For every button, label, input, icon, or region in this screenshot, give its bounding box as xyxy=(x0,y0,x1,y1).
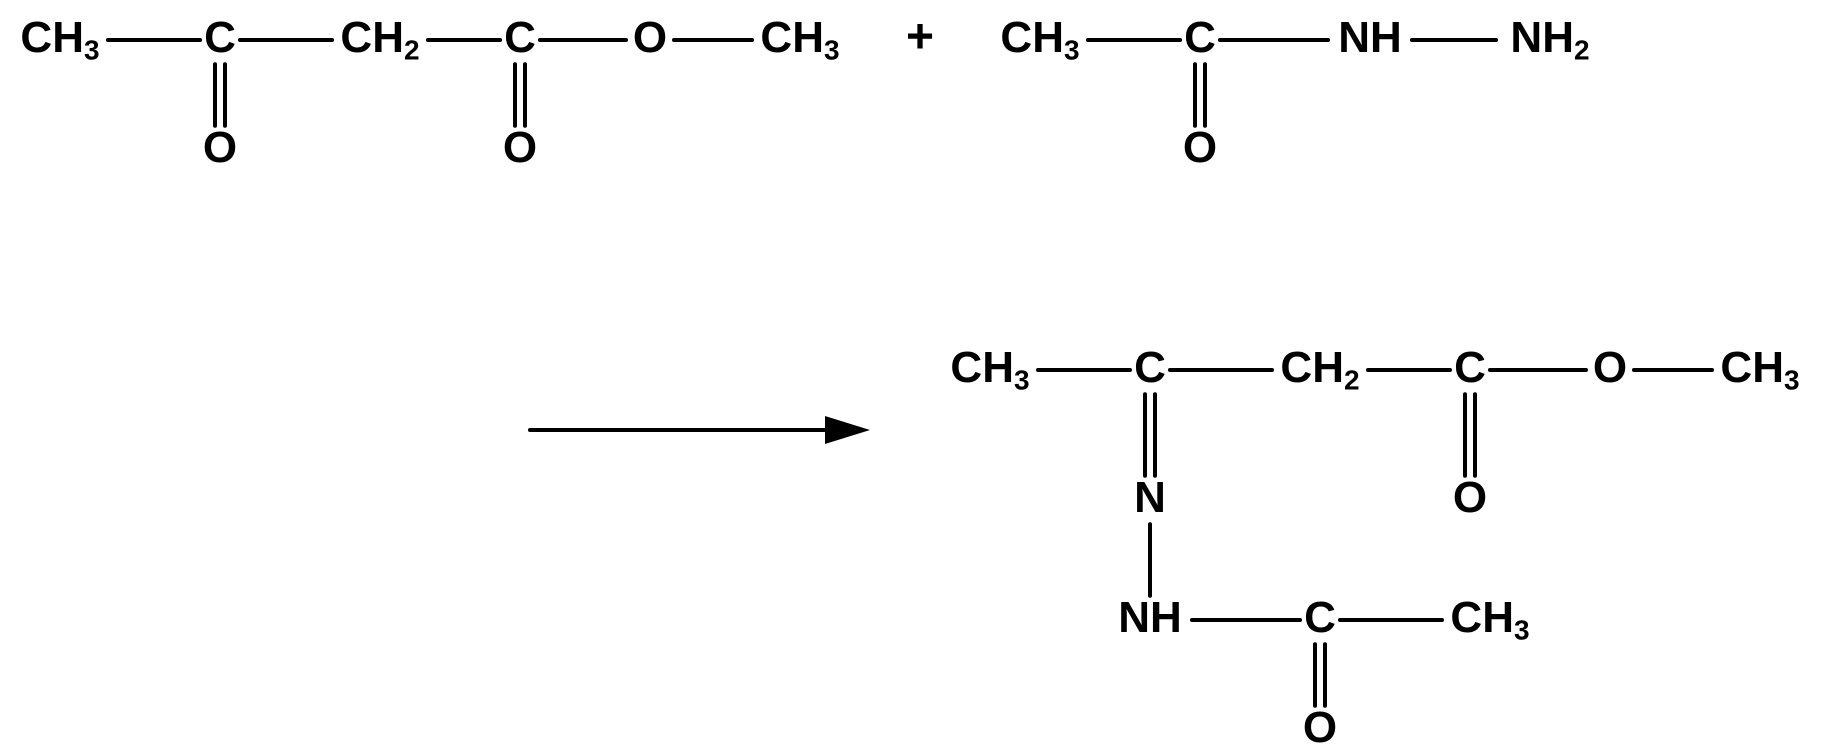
reaction-scheme: CH3 C CH2 C O CH3 O O CH3 C NH NH2 O CH3 C CH2 C O CH3 N O NH… xyxy=(0,0,1840,756)
atom-label: CH3 xyxy=(1000,13,1079,66)
atom-label: C xyxy=(504,13,536,62)
atom-label: NH xyxy=(1118,593,1182,642)
atom-label: CH2 xyxy=(340,13,419,66)
atom-label: N xyxy=(1134,473,1166,522)
atom-label: O xyxy=(503,123,537,172)
atom-label: C xyxy=(1184,13,1216,62)
atom-label: C xyxy=(1304,593,1336,642)
atom-label: O xyxy=(1453,473,1487,522)
atom-label: C xyxy=(1454,343,1486,392)
atom-label: NH2 xyxy=(1510,13,1589,66)
atom-label: NH xyxy=(1338,13,1402,62)
atom-label: C xyxy=(1134,343,1166,392)
atom-label: C xyxy=(204,13,236,62)
atom-label: CH3 xyxy=(20,13,99,66)
atom-label: O xyxy=(1303,703,1337,752)
atom-label: O xyxy=(1183,123,1217,172)
atom-label: O xyxy=(203,123,237,172)
plus-symbol: + xyxy=(906,11,934,64)
atom-label: O xyxy=(1593,343,1627,392)
atom-label: CH3 xyxy=(760,13,839,66)
atom-label: CH3 xyxy=(1720,343,1799,396)
atom-label: CH3 xyxy=(1450,593,1529,646)
atom-label: CH2 xyxy=(1280,343,1359,396)
atom-label: O xyxy=(633,13,667,62)
atom-label: CH3 xyxy=(950,343,1029,396)
reaction-arrow-head xyxy=(825,416,870,444)
